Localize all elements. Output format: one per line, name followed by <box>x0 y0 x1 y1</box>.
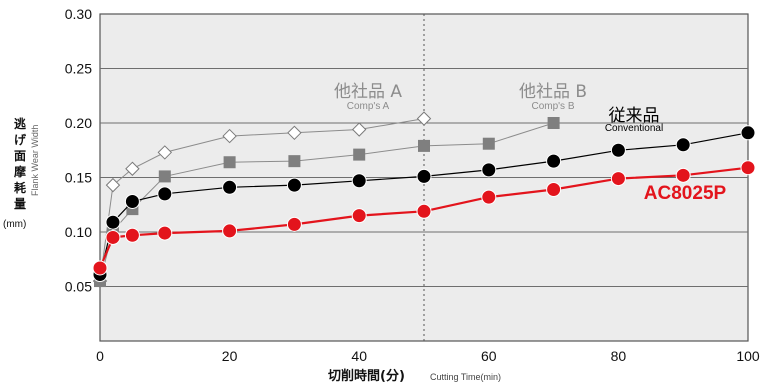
y-axis-label-char: 摩 <box>14 164 26 179</box>
data-point-square <box>126 203 139 216</box>
x-tick-label: 0 <box>96 348 104 364</box>
data-point-circle <box>157 225 173 241</box>
series-label-sub: Comp's A <box>347 101 390 112</box>
y-tick-label: 0.15 <box>65 170 92 186</box>
data-point-circle <box>610 142 626 158</box>
data-point-circle <box>124 227 140 243</box>
x-tick-label: 60 <box>481 348 497 364</box>
series-label-name: AC8025P <box>644 183 727 204</box>
y-axis-label-char: げ <box>14 132 27 147</box>
data-point-circle <box>740 160 756 176</box>
y-tick-label: 0.05 <box>65 279 92 295</box>
series-label-sub: Conventional <box>605 123 663 134</box>
y-axis-label-char: 量 <box>14 197 26 211</box>
data-point-diamond <box>287 125 302 141</box>
series-label-name: 他社品 B <box>519 82 587 102</box>
data-point-diamond <box>351 122 367 137</box>
series-line <box>99 122 554 282</box>
x-tick-label: 80 <box>611 348 627 364</box>
data-point-diamond <box>125 161 140 176</box>
data-point-circle <box>222 223 238 239</box>
series-label-name: 従来品 <box>609 106 660 126</box>
data-point-square <box>547 117 560 129</box>
x-axis-label-jp: 切削時間(分) <box>328 368 405 384</box>
data-point-diamond <box>157 145 173 160</box>
data-point-circle <box>286 216 302 232</box>
series-label-name: 他社品 A <box>334 82 402 102</box>
y-axis-label: 逃げ面摩耗量 Flank Wear Width (mm) <box>3 116 40 230</box>
series-4 <box>92 160 756 276</box>
data-point-diamond <box>105 177 121 193</box>
data-point-circle <box>610 171 626 187</box>
data-point-diamond <box>416 111 432 126</box>
data-point-circle <box>481 162 497 178</box>
data-point-circle <box>416 203 432 219</box>
data-point-circle <box>92 260 108 276</box>
x-tick-label: 40 <box>351 348 367 364</box>
y-tick-label: 0.30 <box>65 6 92 22</box>
data-point-square <box>353 148 366 161</box>
y-tick-label: 0.25 <box>65 61 92 77</box>
data-point-circle <box>675 167 691 183</box>
data-point-square <box>288 155 301 168</box>
data-point-circle <box>546 153 562 169</box>
series-2 <box>94 117 560 288</box>
y-axis-label-char: 逃 <box>14 116 27 131</box>
y-axis-label-en: Flank Wear Width <box>30 125 40 196</box>
data-point-circle <box>286 177 302 193</box>
x-tick-label: 100 <box>736 348 760 364</box>
x-axis-label-en: Cutting Time(min) <box>430 372 501 382</box>
y-axis-label-char: 面 <box>14 149 26 163</box>
x-axis-ticks: 0 20 40 60 80 100 <box>96 348 760 364</box>
data-point-circle <box>124 193 140 209</box>
data-point-square <box>482 137 495 150</box>
data-point-circle <box>546 181 562 197</box>
series-layer <box>92 111 756 289</box>
x-tick-label: 20 <box>222 348 238 364</box>
data-point-circle <box>481 189 497 205</box>
y-axis-label-char: 耗 <box>14 180 26 195</box>
data-point-circle <box>222 179 238 195</box>
data-point-circle <box>351 173 367 189</box>
series-label-sub: Comp's B <box>531 101 574 112</box>
data-point-circle <box>105 229 121 245</box>
data-point-square <box>418 139 430 152</box>
y-axis-ticks: 0.05 0.10 0.15 0.20 0.25 0.30 <box>65 6 92 295</box>
series-3 <box>92 125 756 283</box>
data-point-circle <box>157 186 173 202</box>
y-axis-unit: (mm) <box>3 219 26 230</box>
y-axis-label-jp: 逃げ面摩耗量 <box>14 116 27 211</box>
data-point-square <box>158 170 171 183</box>
data-point-circle <box>416 168 432 184</box>
data-point-circle <box>351 208 367 224</box>
data-point-diamond <box>222 128 237 144</box>
data-point-circle <box>740 125 756 141</box>
y-tick-label: 0.20 <box>65 115 92 131</box>
data-point-circle <box>105 214 121 230</box>
data-point-circle <box>675 137 691 153</box>
data-point-square <box>223 156 236 169</box>
y-tick-label: 0.10 <box>65 224 92 240</box>
x-axis-label: 切削時間(分) Cutting Time(min) <box>328 368 501 384</box>
